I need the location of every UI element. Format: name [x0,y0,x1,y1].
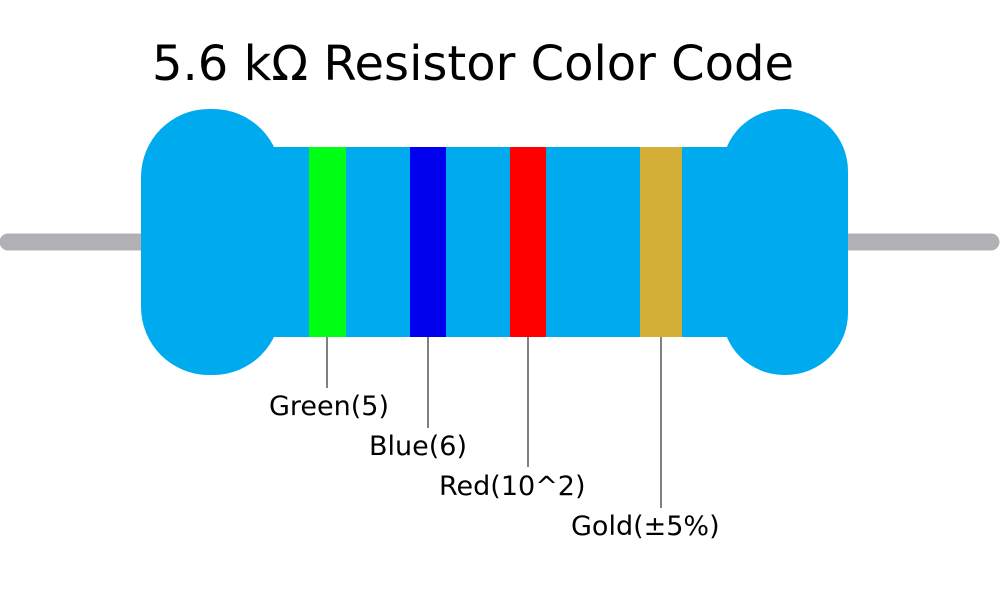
band-label-green: Green(5) [269,391,389,422]
diagram-title: 5.6 kΩ Resistor Color Code [152,36,794,92]
band-gold [640,147,682,337]
band-label-blue: Blue(6) [369,431,467,462]
band-label-gold: Gold(±5%) [571,511,720,542]
band-green [309,147,346,337]
label-leader-lines [326,337,662,508]
resistor-body [141,109,848,375]
color-bands [309,147,682,337]
resistor-end-cap-left [141,109,281,375]
band-red [510,147,546,337]
band-label-red: Red(10^2) [439,471,586,502]
resistor-body-center [200,147,810,337]
resistor-end-cap-right [722,109,848,375]
band-blue [410,147,446,337]
band-labels: Green(5) Blue(6) Red(10^2) Gold(±5%) [269,391,720,542]
